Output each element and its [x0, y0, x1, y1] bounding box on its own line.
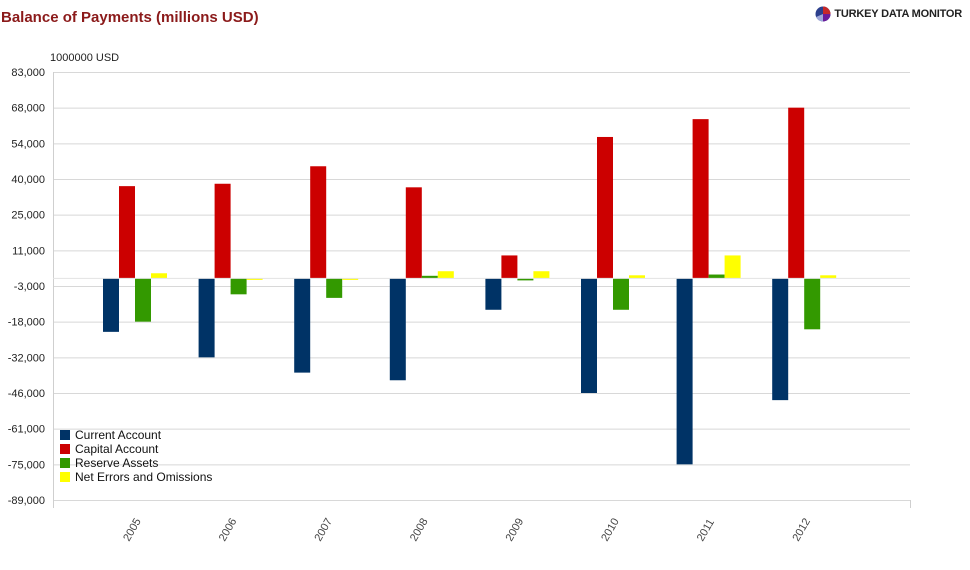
legend-swatch: [60, 430, 70, 440]
bar-net-errors-and-omissions-2010: [629, 275, 645, 279]
bar-capital-account-2006: [214, 183, 231, 279]
bar-capital-account-2009: [501, 255, 518, 279]
y-tick-label: -75,000: [8, 459, 45, 471]
legend-swatch: [60, 472, 70, 482]
brand-logo: TURKEY DATA MONITOR: [815, 6, 962, 22]
bar-reserve-assets-2012: [804, 278, 821, 330]
x-tick-label: 2010: [599, 516, 622, 543]
bar-capital-account-2010: [597, 136, 613, 279]
brand-name: TURKEY DATA MONITOR: [834, 8, 962, 20]
bar-capital-account-2007: [310, 166, 327, 279]
legend-swatch: [60, 444, 70, 454]
legend-item: Net Errors and Omissions: [60, 470, 212, 484]
pie-logo-icon: [815, 6, 831, 22]
bar-net-errors-and-omissions-2007: [342, 278, 359, 280]
bar-net-errors-and-omissions-2009: [533, 271, 550, 279]
chart-title: Balance of Payments (millions USD): [1, 9, 259, 26]
y-tick-label: 40,000: [11, 174, 45, 186]
bar-net-errors-and-omissions-2006: [246, 278, 263, 280]
legend-item: Current Account: [60, 428, 212, 442]
legend-swatch: [60, 458, 70, 468]
bar-capital-account-2012: [788, 107, 805, 279]
legend-item: Capital Account: [60, 442, 212, 456]
bar-current-account-2010: [581, 278, 597, 393]
bar-capital-account-2005: [119, 186, 135, 279]
x-tick-label: 2006: [217, 516, 240, 543]
bar-capital-account-2008: [405, 187, 422, 279]
bar-current-account-2005: [103, 278, 119, 332]
y-tick-label: 54,000: [11, 138, 45, 150]
bar-current-account-2006: [198, 278, 215, 358]
x-tick-label: 2008: [408, 516, 431, 543]
bar-reserve-assets-2006: [230, 278, 247, 295]
y-tick-label: -61,000: [8, 424, 45, 436]
bar-net-errors-and-omissions-2011: [724, 255, 741, 279]
bar-net-errors-and-omissions-2008: [437, 271, 454, 279]
bar-current-account-2009: [485, 278, 502, 310]
y-tick-label: -46,000: [8, 388, 45, 400]
bar-reserve-assets-2008: [421, 275, 438, 279]
legend-label: Reserve Assets: [75, 456, 159, 470]
bar-reserve-assets-2007: [326, 278, 343, 298]
x-tick-label: 2007: [312, 516, 335, 543]
y-tick-label: 68,000: [11, 103, 45, 115]
bar-net-errors-and-omissions-2005: [151, 273, 167, 279]
bar-reserve-assets-2011: [708, 274, 725, 279]
bar-capital-account-2011: [692, 119, 709, 279]
legend-label: Current Account: [75, 428, 162, 442]
legend-item: Reserve Assets: [60, 456, 212, 470]
y-tick-label: -18,000: [8, 317, 45, 329]
y-tick-label: -3,000: [14, 281, 45, 293]
legend-label: Capital Account: [75, 442, 159, 456]
bar-reserve-assets-2010: [613, 278, 629, 310]
y-tick-label: 83,000: [11, 67, 45, 79]
bar-reserve-assets-2009: [517, 278, 534, 281]
y-tick-label: -89,000: [8, 495, 45, 507]
legend: Current Account Capital Account Reserve As…: [60, 428, 212, 484]
bar-current-account-2011: [676, 278, 693, 465]
y-tick-label: 25,000: [11, 210, 45, 222]
x-tick-label: 2005: [121, 516, 144, 543]
legend-label: Net Errors and Omissions: [75, 470, 213, 484]
y-tick-label: -32,000: [8, 352, 45, 364]
y-tick-label: 11,000: [12, 245, 45, 257]
y-axis-unit-label: 1000000 USD: [50, 52, 120, 64]
bar-current-account-2007: [294, 278, 311, 373]
x-tick-label: 2011: [695, 517, 717, 543]
bar-current-account-2012: [772, 278, 789, 401]
bar-reserve-assets-2005: [135, 278, 151, 322]
bar-current-account-2008: [389, 278, 406, 381]
bar-net-errors-and-omissions-2012: [820, 275, 837, 279]
x-tick-label: 2009: [504, 516, 527, 543]
x-tick-label: 2012: [790, 516, 813, 543]
